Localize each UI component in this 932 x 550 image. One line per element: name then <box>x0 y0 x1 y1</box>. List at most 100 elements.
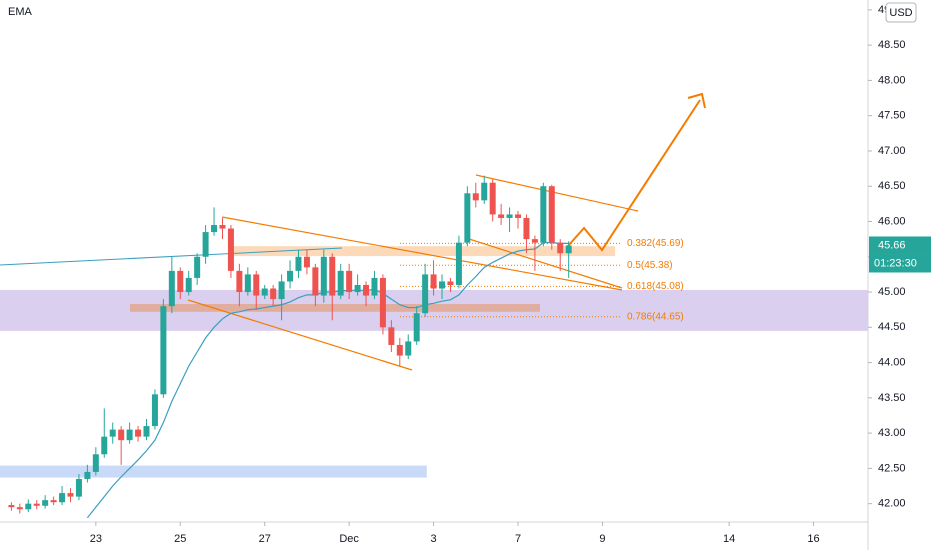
candle-body <box>261 288 268 296</box>
ema-line <box>86 242 569 519</box>
candle-body <box>464 193 471 243</box>
candle-body <box>219 225 226 229</box>
y-tick-label: 48.00 <box>878 74 906 86</box>
candle-body <box>118 429 125 441</box>
candle-body <box>329 256 336 296</box>
channel-line <box>187 299 413 371</box>
candle-body <box>320 256 327 296</box>
zones <box>0 246 868 478</box>
x-tick-label: 23 <box>90 533 102 545</box>
candle-body <box>135 429 142 437</box>
candle-body <box>151 394 158 427</box>
countdown-box <box>869 254 931 273</box>
x-tick-label: 25 <box>174 533 186 545</box>
x-tick-label: Dec <box>339 533 359 545</box>
candle-body <box>371 277 378 296</box>
ema <box>86 242 569 519</box>
candle-body <box>396 344 403 356</box>
y-tick-label: 48.50 <box>878 39 906 51</box>
candle-body <box>481 182 488 201</box>
candle-body <box>422 274 429 314</box>
candle-body <box>498 214 505 218</box>
candle-body <box>227 228 234 271</box>
candle-body <box>565 245 572 254</box>
fib-label: 0.786(44.65) <box>627 311 684 322</box>
candle-body <box>506 214 513 218</box>
candle-body <box>8 505 15 508</box>
x-tick-label: 3 <box>431 533 437 545</box>
candle-body <box>33 503 40 506</box>
fib-levels: 0.382(45.69) 0.5(45.38) 0.618(45.08) 0.786(… <box>400 238 684 322</box>
currency-box[interactable] <box>885 2 917 23</box>
candle-body <box>253 274 260 296</box>
projection-arrow <box>567 99 701 252</box>
y-tick-label: 44.50 <box>878 321 906 333</box>
candle-body <box>67 493 74 497</box>
x-tick-label: 27 <box>259 533 271 545</box>
candle-body <box>346 270 353 293</box>
candle-body <box>160 306 167 395</box>
candle-body <box>354 284 361 293</box>
candle-body <box>557 242 564 254</box>
candle-body <box>472 193 479 201</box>
zone <box>227 246 616 257</box>
candle-body <box>287 270 294 282</box>
y-tick-label: 44.00 <box>878 356 906 368</box>
candle-body <box>16 507 23 510</box>
fib-label: 0.5(45.38) <box>627 260 673 271</box>
candle-body <box>278 281 285 300</box>
candle-body <box>363 284 370 296</box>
candle-body <box>109 429 116 437</box>
candle-body <box>75 478 82 497</box>
y-tick-label: 46.00 <box>878 215 906 227</box>
candle-body <box>430 274 437 289</box>
candle-body <box>185 277 192 293</box>
candle-body <box>455 242 462 285</box>
candle-body <box>244 274 251 293</box>
y-tick-label: 46.50 <box>878 180 906 192</box>
candle-body <box>439 281 446 289</box>
arrow-head <box>687 92 706 109</box>
candle-body <box>270 288 277 300</box>
candle-body <box>177 270 184 293</box>
x-tick-label: 7 <box>515 533 521 545</box>
y-tick-label: 45.00 <box>878 286 906 298</box>
y-tick-label: 43.50 <box>878 392 906 404</box>
y-tick-label: 42.50 <box>878 462 906 474</box>
candle-body <box>379 277 386 328</box>
trendline <box>0 247 343 266</box>
x-tick-label: 9 <box>599 533 605 545</box>
candle-body <box>25 503 32 510</box>
candle-body <box>515 214 522 218</box>
candle-body <box>489 182 496 215</box>
fib-label: 0.382(45.69) <box>627 238 684 249</box>
candle-body <box>42 500 49 506</box>
candle-body <box>59 493 66 503</box>
candle-body <box>312 267 319 296</box>
candle-body <box>236 270 243 293</box>
candle-body <box>194 256 201 278</box>
indicator-label: EMA <box>8 6 33 18</box>
candle-body <box>92 454 99 472</box>
candle-body <box>413 313 420 342</box>
price-tag <box>869 236 931 255</box>
candle-body <box>388 327 395 345</box>
candle-body <box>405 341 412 356</box>
candle-body <box>447 281 454 285</box>
candle-body <box>202 232 209 257</box>
x-tick-label: 16 <box>807 533 819 545</box>
candle-body <box>143 426 150 437</box>
currency[interactable]: USD <box>889 7 912 19</box>
candle-body <box>211 225 218 233</box>
y-tick-label: 42.00 <box>878 498 906 510</box>
candle-body <box>50 500 57 503</box>
candle-body <box>540 186 547 243</box>
zone <box>130 304 540 312</box>
fib-label: 0.618(45.08) <box>627 281 684 292</box>
y-tick-label: 47.00 <box>878 145 906 157</box>
candle-body <box>303 256 310 268</box>
candle-body <box>548 186 555 243</box>
channel-line <box>465 237 623 289</box>
